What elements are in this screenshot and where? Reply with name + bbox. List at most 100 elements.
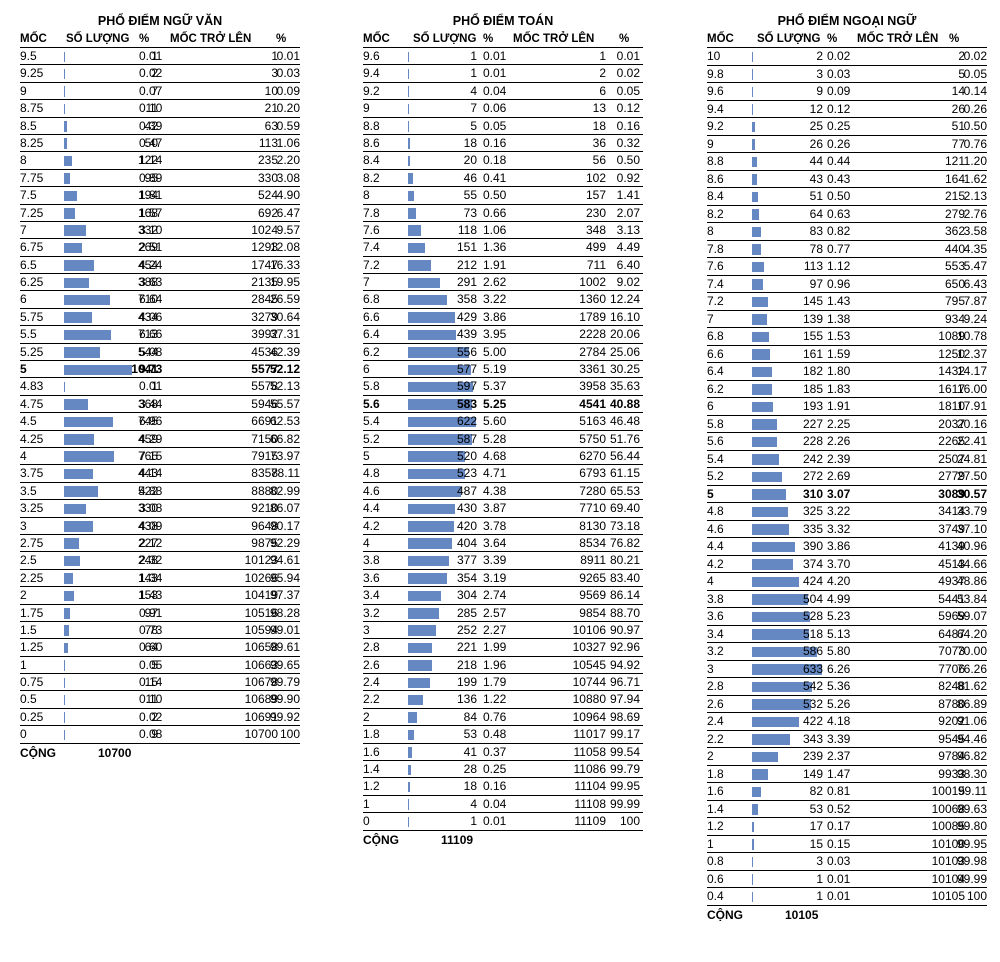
count-cell: 28: [463, 762, 477, 777]
table-row: 4.2 420 3.78 8130 73.18: [363, 518, 643, 535]
percent-cell: 0.03: [827, 854, 851, 868]
cumulative-cell: 157: [585, 188, 606, 203]
score-cell: 4: [707, 574, 714, 588]
count-data-bar: [64, 86, 65, 97]
count-cell: 4: [470, 796, 477, 811]
count-cell: 272: [802, 469, 823, 483]
score-cell: 6.6: [363, 309, 380, 324]
table-row: 6.75 269 2.51 1293 12.08: [20, 239, 300, 257]
count-cell: 228: [802, 434, 823, 448]
count-cell: 430: [456, 501, 477, 516]
cumulative-percent-cell: 6.40: [616, 257, 640, 272]
cumulative-percent-cell: 1.41: [616, 188, 640, 203]
score-cell: 4.6: [363, 483, 380, 498]
score-cell: 8.2: [363, 170, 380, 185]
percent-cell: 3.64: [483, 535, 507, 550]
cumulative-cell: 10123: [244, 553, 278, 568]
cumulative-cell: 2135: [251, 275, 278, 290]
cumulative-cell: 10700: [244, 727, 278, 742]
percent-cell: 0.18: [483, 153, 507, 168]
cumulative-percent-cell: 2.07: [616, 205, 640, 220]
count-data-bar: [752, 384, 773, 395]
cumulative-percent-cell: 100: [279, 727, 300, 742]
percent-cell: 1.14: [139, 153, 163, 168]
cumulative-cell: 10880: [572, 692, 606, 707]
count-cell: 78: [809, 241, 823, 256]
percent-cell: 0.63: [827, 206, 851, 221]
cumulative-cell: 36: [592, 135, 606, 150]
count-cell: 765: [137, 448, 158, 463]
cumulative-percent-cell: 51.76: [609, 431, 640, 446]
percent-cell: 0.26: [827, 136, 851, 151]
count-cell: 522: [137, 483, 158, 498]
table-row: 9.4 12 0.12 26 0.26: [707, 101, 987, 118]
cumulative-percent-cell: 86.89: [956, 696, 987, 711]
cumulative-cell: 5441: [938, 591, 965, 606]
count-cell: 3: [816, 66, 823, 81]
cumulative-percent-cell: 99.61: [269, 640, 300, 655]
cumulative-percent-cell: 40.88: [609, 396, 640, 411]
cumulative-percent-cell: 99.01: [269, 622, 300, 637]
count-data-bar: [408, 521, 454, 532]
table-row: 6.4 182 1.80 1432 14.17: [707, 363, 987, 381]
cumulative-percent-cell: 0.16: [616, 118, 640, 133]
score-cell: 2: [20, 588, 27, 603]
count-cell: 41: [463, 744, 477, 759]
score-cell: 5.75: [20, 309, 44, 324]
score-cell: 3.4: [707, 626, 724, 641]
cumulative-percent-cell: 46.48: [609, 414, 640, 429]
percent-cell: 0.60: [139, 640, 163, 655]
count-cell: 193: [802, 399, 823, 413]
count-cell: 518: [802, 626, 823, 641]
column-header: SỐ LƯỢNG: [66, 33, 130, 45]
percent-cell: 3.10: [139, 222, 163, 237]
score-cell: 0.5: [20, 692, 37, 707]
count-cell: 20: [463, 153, 477, 168]
cumulative-cell: 8880: [251, 483, 278, 498]
percent-cell: 0.91: [139, 605, 163, 620]
count-data-bar: [752, 646, 817, 657]
count-cell: 454: [137, 257, 158, 272]
cumulative-cell: 2507: [938, 451, 965, 466]
count-cell: 404: [456, 535, 477, 550]
count-cell: 118: [457, 222, 477, 237]
column-header: MỐC TRỞ LÊN: [513, 33, 595, 45]
cumulative-cell: 4536: [251, 344, 278, 359]
cumulative-percent-cell: 90.17: [269, 518, 300, 533]
cumulative-cell: 14: [951, 84, 965, 98]
score-cell: 2.75: [20, 535, 44, 550]
count-data-bar: [752, 401, 774, 412]
count-data-bar: [64, 451, 114, 462]
score-cell: 4.75: [20, 396, 44, 411]
total-label: CỘNG: [20, 745, 56, 760]
percent-cell: 7.15: [139, 448, 163, 463]
table-row: 8.5 42 0.39 63 0.59: [20, 118, 300, 135]
score-cell: 5.4: [363, 414, 380, 429]
cumulative-percent-cell: 78.11: [270, 466, 300, 481]
count-data-bar: [408, 694, 423, 706]
count-cell: 304: [456, 588, 477, 603]
score-cell: 1.6: [707, 784, 724, 798]
score-cell: 3.8: [707, 591, 724, 606]
count-data-bar: [64, 660, 65, 671]
column-header: SỐ LƯỢNG: [413, 33, 477, 45]
table-row: 8 122 1.14 235 2.20: [20, 152, 300, 170]
score-cell: 5.6: [707, 434, 724, 448]
table-row: 6 193 1.91 1810 17.91: [707, 398, 987, 416]
count-cell: 252: [456, 622, 477, 637]
percent-cell: 0.06: [483, 101, 507, 116]
cumulative-percent-cell: 86.14: [609, 588, 640, 603]
table-row: 1.8 53 0.48 11017 99.17: [363, 726, 643, 744]
count-data-bar: [64, 51, 65, 62]
table-row: 5 520 4.68 6270 56.44: [363, 448, 643, 466]
count-data-bar: [64, 555, 81, 567]
table-row: 8.4 20 0.18 56 0.50: [363, 152, 643, 170]
percent-cell: 0.50: [827, 189, 851, 203]
score-cell: 0.4: [707, 889, 724, 903]
count-data-bar: [408, 555, 450, 567]
cumulative-cell: 3361: [579, 362, 606, 377]
score-cell: 6.8: [363, 292, 380, 307]
score-cell: 7.5: [20, 188, 37, 203]
percent-cell: 5.26: [827, 696, 851, 711]
count-cell: 84: [463, 709, 477, 724]
